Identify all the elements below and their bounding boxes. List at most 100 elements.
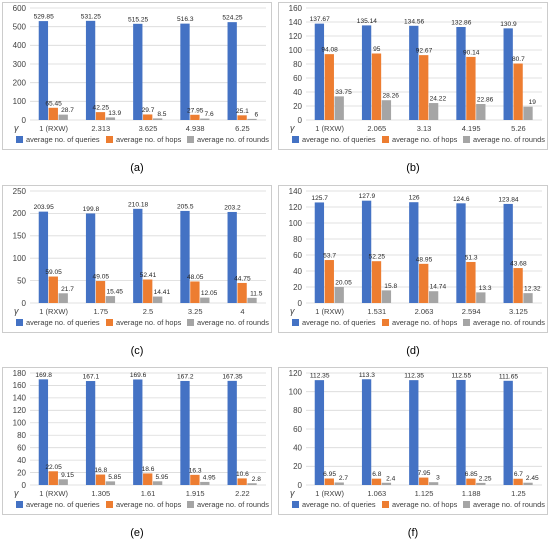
x-tick-label: 5.26 [511, 124, 526, 133]
bar-queries [456, 26, 466, 120]
data-label: 94.08 [321, 47, 338, 54]
legend-label: average no. of hops [116, 318, 182, 327]
data-label: 169.6 [130, 372, 147, 379]
bar-rounds [105, 117, 116, 120]
chart-panel-d: 0 20 40 60 80 100 120 140 γ 125.7 53.7 20.05 1 (RXW)… [278, 185, 548, 333]
data-label: 10.6 [236, 471, 249, 478]
bar-hops [371, 261, 382, 303]
bar-queries [85, 213, 96, 303]
legend-swatch [382, 501, 389, 508]
bar-queries [133, 23, 143, 120]
data-label: 123.84 [498, 196, 519, 203]
bar-queries [180, 23, 190, 120]
y-tick-label: 100 [289, 219, 303, 228]
data-label: 29.7 [142, 107, 155, 114]
data-label: 6.95 [323, 471, 336, 478]
y-tick-label: 140 [13, 394, 27, 403]
x-tick-label: 2.313 [91, 124, 110, 133]
bar-rounds [58, 114, 68, 120]
y-tick-label: 40 [17, 456, 26, 465]
y-tick-label: 20 [293, 283, 302, 292]
bar-rounds [476, 482, 486, 485]
bar-hops [513, 478, 523, 485]
x-tick-label: 1.915 [186, 489, 205, 498]
x-tick-label: 1.125 [415, 489, 434, 498]
bar-rounds [381, 482, 392, 485]
data-label: 48.05 [187, 274, 204, 281]
data-label: 2.45 [526, 475, 539, 482]
y-tick-label: 120 [13, 406, 27, 415]
bar-hops [513, 63, 523, 120]
data-label: 27.95 [187, 107, 204, 114]
legend-label: average no. of hops [392, 500, 458, 509]
y-tick-label: 0 [298, 481, 303, 490]
y-tick-label: 100 [289, 387, 303, 396]
x-tick-label: 1.531 [367, 307, 386, 316]
legend-label: average no. of rounds [473, 318, 545, 327]
data-label: 203.2 [224, 204, 241, 211]
x-tick-label: 1.75 [93, 307, 108, 316]
data-label: 137.67 [310, 16, 331, 23]
bar-rounds [381, 290, 392, 303]
data-label: 2.25 [479, 475, 492, 482]
y-tick-label: 160 [13, 381, 27, 390]
legend-label: average no. of rounds [197, 318, 269, 327]
y-tick-label: 40 [293, 443, 302, 452]
data-label: 135.14 [357, 18, 378, 25]
data-label: 2.4 [386, 475, 395, 482]
y-tick-label: 0 [22, 481, 27, 490]
y-tick-label: 600 [13, 4, 27, 13]
data-label: 210.18 [128, 201, 149, 208]
data-label: 11.5 [250, 290, 263, 297]
x-tick-label: 2.22 [235, 489, 250, 498]
data-label: 51.3 [465, 254, 478, 261]
data-label: 28.26 [382, 93, 399, 100]
bar-queries [361, 200, 372, 303]
bar-rounds [200, 297, 210, 303]
legend-label: average no. of queries [302, 135, 376, 144]
bar-rounds [334, 96, 344, 120]
legend-swatch [463, 136, 470, 143]
bar-hops [237, 478, 247, 485]
y-tick-label: 60 [17, 443, 26, 452]
legend-label: average no. of hops [116, 500, 182, 509]
x-tick-label: 3.125 [509, 307, 528, 316]
bar-hops [324, 54, 334, 121]
x-tick-label: 1 (RXW) [315, 124, 344, 133]
data-label: 6.7 [514, 471, 523, 478]
legend-label: average no. of queries [302, 500, 376, 509]
x-tick-label: 1 (RXW) [39, 124, 68, 133]
y-tick-label: 50 [17, 276, 26, 285]
y-tick-label: 200 [13, 209, 27, 218]
data-label: 14.41 [154, 289, 171, 296]
y-tick-label: 100 [289, 46, 303, 55]
legend-swatch [292, 136, 299, 143]
data-label: 22.86 [477, 96, 494, 103]
bar-hops [371, 478, 382, 485]
bar-rounds [247, 118, 257, 120]
gamma-axis-symbol: γ [290, 306, 295, 316]
legend-swatch [106, 319, 113, 326]
data-label: 49.05 [93, 274, 110, 281]
data-label: 5.95 [155, 474, 168, 481]
x-tick-label: 1 (RXW) [315, 307, 344, 316]
data-label: 8.5 [157, 111, 166, 118]
data-label: 113.3 [359, 372, 375, 379]
x-tick-label: 2.065 [367, 124, 386, 133]
data-label: 132.86 [451, 19, 472, 26]
bar-hops [143, 114, 153, 120]
data-label: 125.7 [311, 195, 328, 202]
data-label: 18.6 [142, 466, 155, 473]
y-tick-label: 100 [13, 254, 27, 263]
bar-rounds [428, 291, 439, 303]
bar-hops [237, 282, 247, 303]
bar-rounds [105, 296, 116, 303]
y-tick-label: 20 [293, 462, 302, 471]
bar-queries [361, 25, 372, 120]
bar-rounds [523, 482, 533, 485]
chart-panel-c: 0 50 100 150 200 250 γ 203.95 59.05 21.7 1 (RXW) 19… [2, 185, 272, 333]
bar-hops [190, 474, 200, 485]
data-label: 3 [436, 475, 440, 482]
bar-rounds [200, 118, 210, 120]
